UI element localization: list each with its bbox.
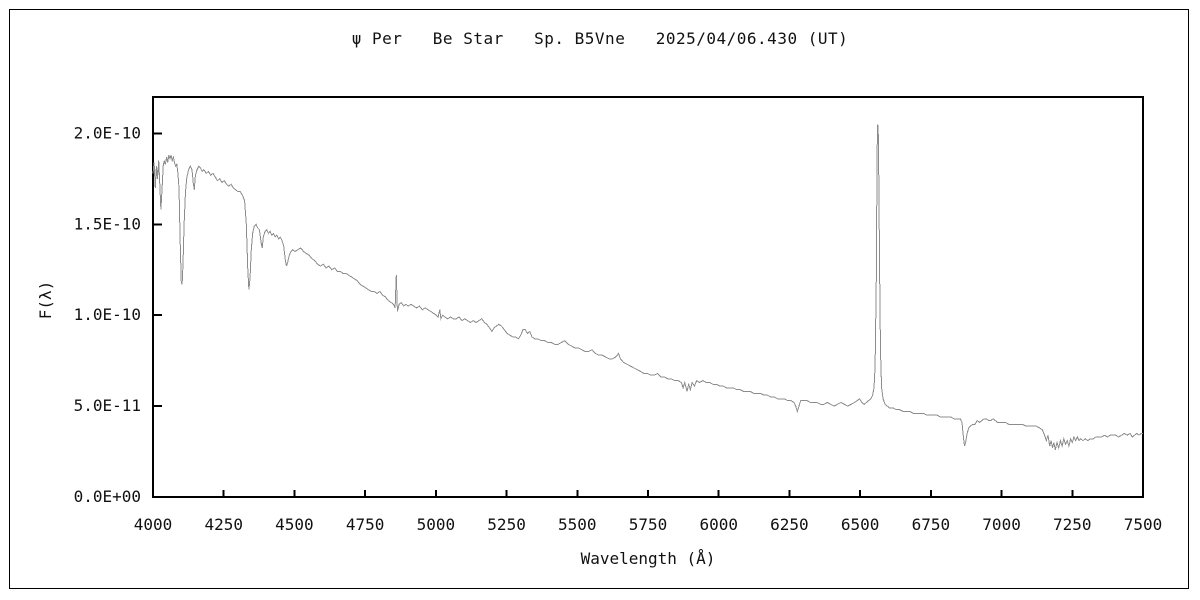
x-tick-label: 7250 — [1053, 515, 1092, 534]
y-tick-label: 2.0E-10 — [74, 123, 141, 142]
x-tick-label: 4000 — [134, 515, 173, 534]
y-axis-label: F(λ) — [36, 281, 55, 320]
x-tick-label: 4250 — [204, 515, 243, 534]
x-tick-label: 7000 — [982, 515, 1021, 534]
x-tick-label: 4750 — [346, 515, 385, 534]
x-axis-tick-labels: 4000 4250 4500 4750 5000 5250 5500 5750 6000 6250… — [134, 515, 1163, 534]
spectrum-line — [152, 124, 1143, 450]
y-axis-tick-labels: 0.0E+00 5.0E-11 1.0E-10 1.5E-10 2.0E-10 — [74, 123, 141, 506]
x-tick-label: 7500 — [1124, 515, 1163, 534]
x-tick-label: 4500 — [275, 515, 314, 534]
x-tick-label: 6250 — [770, 515, 809, 534]
x-tick-label: 6750 — [912, 515, 951, 534]
y-tick-label: 1.5E-10 — [74, 214, 141, 233]
x-axis-label: Wavelength (Å) — [581, 549, 716, 568]
x-tick-label: 6500 — [841, 515, 880, 534]
y-tick-label: 0.0E+00 — [74, 487, 141, 506]
y-tick-label: 1.0E-10 — [74, 305, 141, 324]
x-tick-label: 6000 — [699, 515, 738, 534]
x-tick-label: 5500 — [558, 515, 597, 534]
y-tick-label: 5.0E-11 — [74, 396, 141, 415]
x-tick-label: 5750 — [629, 515, 668, 534]
plot-area-border — [152, 96, 1144, 498]
x-tick-label: 5000 — [417, 515, 456, 534]
x-axis-ticks — [152, 490, 1144, 497]
x-tick-label: 5250 — [487, 515, 526, 534]
chart-title: ψ Per Be Star Sp. B5Vne 2025/04/06.430 (… — [351, 29, 849, 48]
y-axis-ticks — [153, 132, 162, 498]
